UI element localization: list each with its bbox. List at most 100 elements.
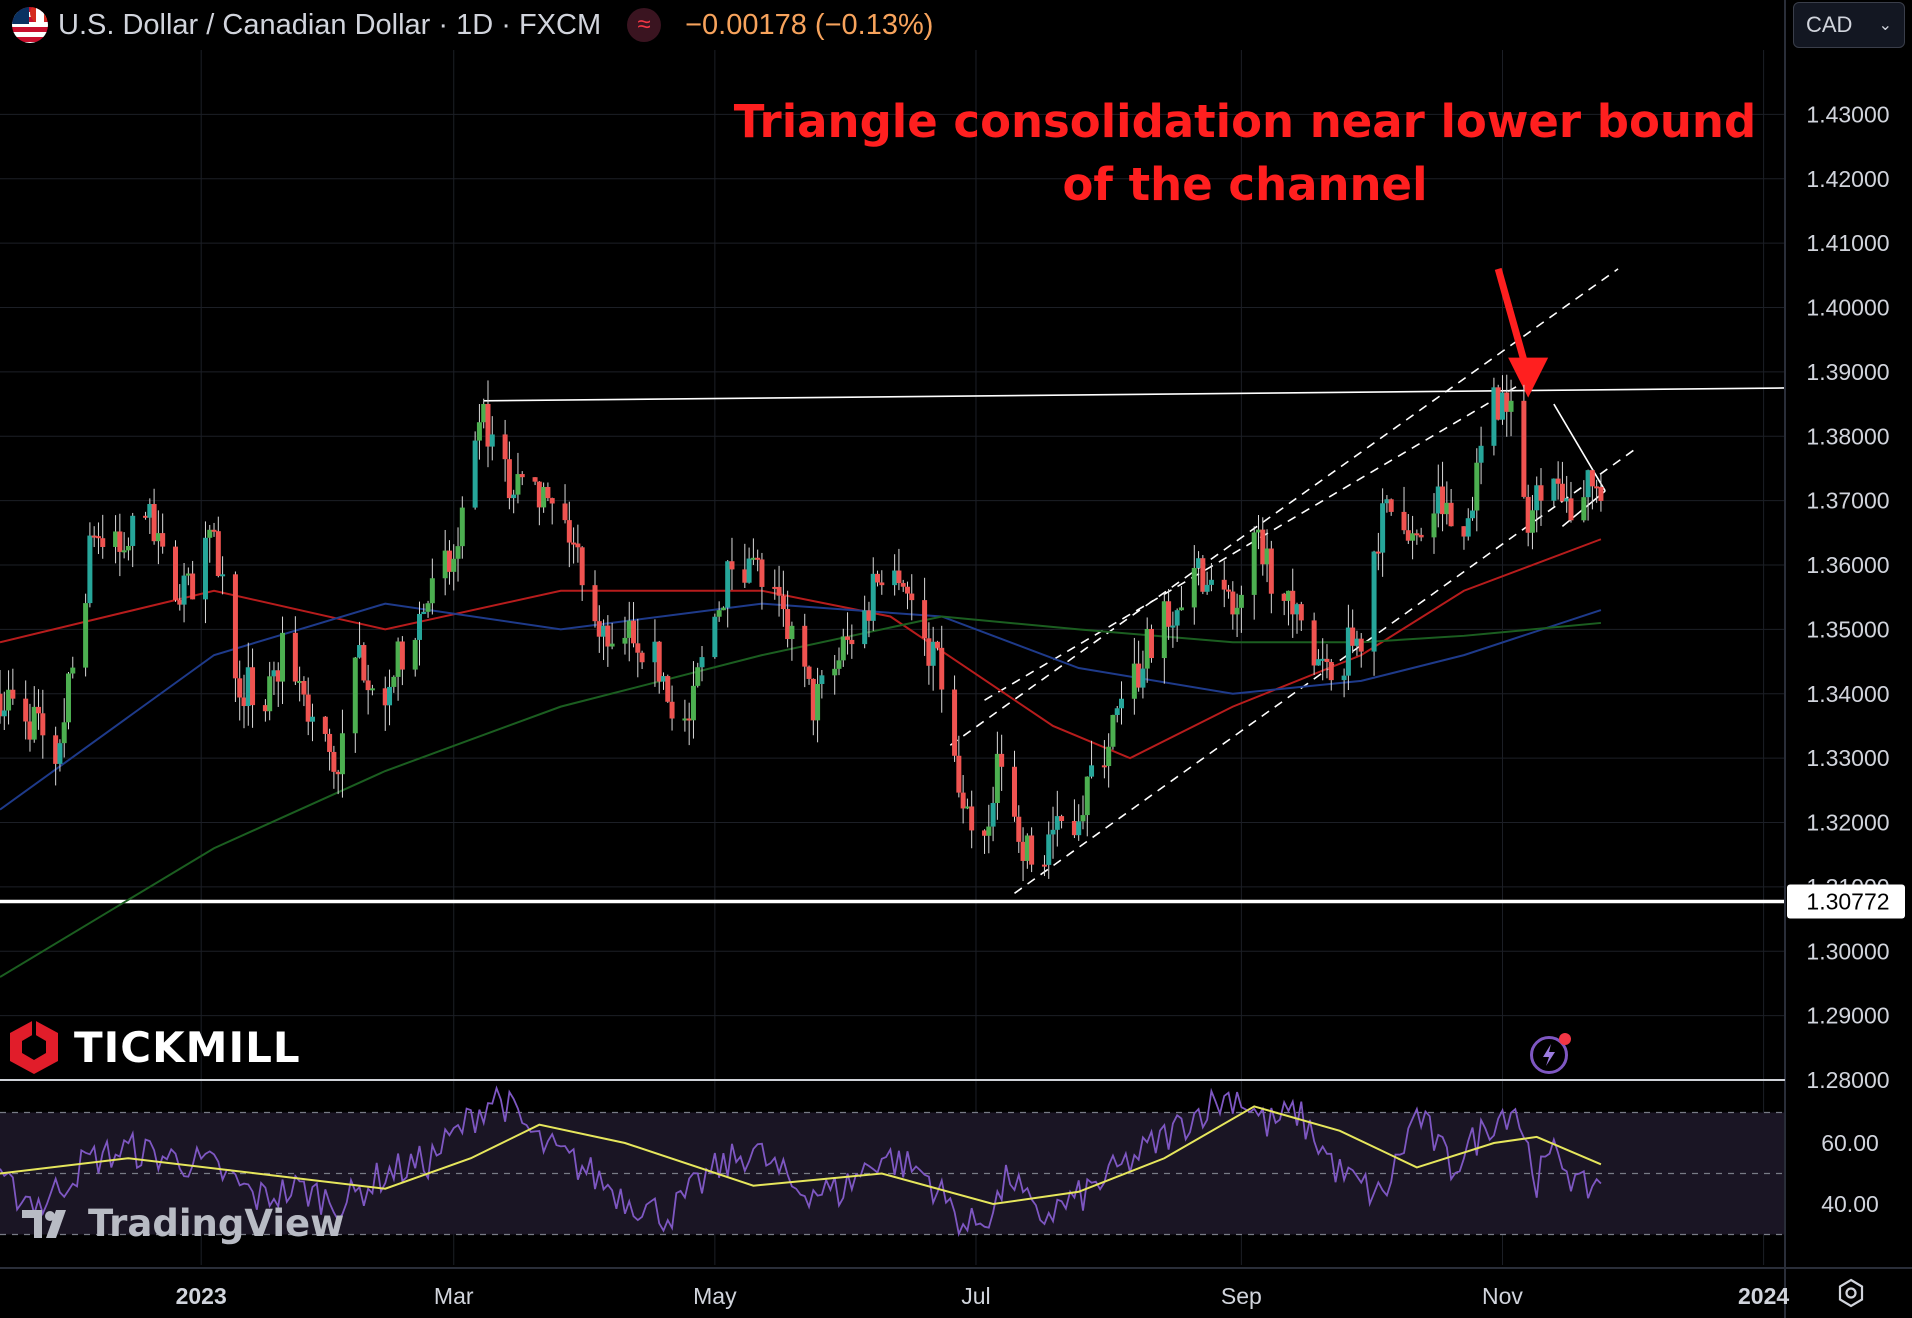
candle [511,494,517,499]
time-tick-label: Nov [1482,1283,1523,1309]
candle [815,683,821,721]
candle [969,806,975,831]
price-change: −0.00178 (−0.13%) [685,8,934,41]
time-tick-label: Sep [1221,1283,1262,1309]
candle [862,610,868,645]
rsi-pane [0,1085,1785,1237]
chart-annotation: Triangle consolidation near lower bound … [690,90,1800,216]
candle [83,603,89,668]
price-tick-label: 1.37000 [1806,488,1889,514]
candle [665,676,671,702]
candle [1144,628,1150,669]
candle [635,643,641,653]
candle [1495,387,1501,420]
candle [382,688,388,706]
candle [1106,746,1112,767]
candle [682,718,688,721]
candle [1499,392,1505,420]
candle [1559,483,1565,502]
candle [292,632,298,682]
candle [840,636,846,661]
candle [690,685,696,721]
candle [301,680,307,695]
candle [1440,486,1446,515]
candle [849,639,855,645]
candle [1324,658,1330,662]
candle [780,595,786,610]
currency-select[interactable]: CAD ⌄ [1793,2,1905,48]
candle [339,733,345,775]
candle [1024,835,1030,861]
candle [999,753,1005,767]
tickmill-logo: TICKMILL [8,1018,301,1076]
time-tick-label: Jul [961,1283,990,1309]
candle [280,632,286,682]
candle [130,515,136,546]
candle [652,641,658,663]
candle [207,529,213,538]
tradingview-logo[interactable]: TradingView [20,1202,344,1245]
candle [10,689,16,699]
candle [143,515,149,518]
candle [125,545,131,551]
settings-gear-icon[interactable] [1836,1278,1866,1308]
candle [395,641,401,677]
candle [331,751,337,772]
candle [896,570,902,584]
candle [1555,478,1561,484]
candle [1238,594,1244,608]
tradingview-wordmark: TradingView [88,1202,345,1245]
candle [1405,530,1411,541]
candle [750,557,756,560]
candle [660,676,666,682]
candle [442,550,448,579]
candle [960,792,966,809]
candle [939,647,945,690]
candle [446,550,452,572]
candle [776,586,782,596]
candle [451,558,457,572]
candle [1581,497,1587,521]
candle [87,535,93,604]
candle [425,603,431,612]
candle [1534,485,1540,511]
candle [117,531,123,552]
candle [926,638,932,666]
candle [1311,620,1317,666]
candle [870,573,876,621]
candle [459,507,465,547]
candle [1431,513,1437,538]
candle [1315,659,1321,666]
candle [1320,658,1326,661]
symbol-title[interactable]: U.S. Dollar / Canadian Dollar · 1D · FXC… [58,8,602,41]
candle [1268,548,1274,594]
candle [27,721,33,740]
candle [879,582,885,586]
chevron-down-icon: ⌄ [1878,17,1892,34]
candle [601,625,607,637]
price-tick-label: 1.33000 [1806,745,1889,771]
price-tick-label: 1.36000 [1806,552,1889,578]
candle [1204,584,1210,592]
candle [1444,502,1450,515]
approx-icon[interactable]: ≈ [627,8,662,42]
candle [297,680,303,683]
annotation-line-2: of the channel [1062,158,1428,211]
lightning-icon[interactable] [1530,1033,1571,1074]
candle [1200,558,1206,592]
candle [1290,590,1296,615]
candle [309,716,315,722]
candle [352,657,358,734]
candle [1388,499,1394,512]
ca-flag-icon [30,7,48,23]
candle [631,620,637,644]
candle [399,641,405,670]
candle [964,806,970,809]
candle [57,743,63,764]
candle [605,625,611,647]
rsi-line [0,1085,1602,1237]
candle [70,667,76,674]
moving-average-2 [0,615,1602,978]
